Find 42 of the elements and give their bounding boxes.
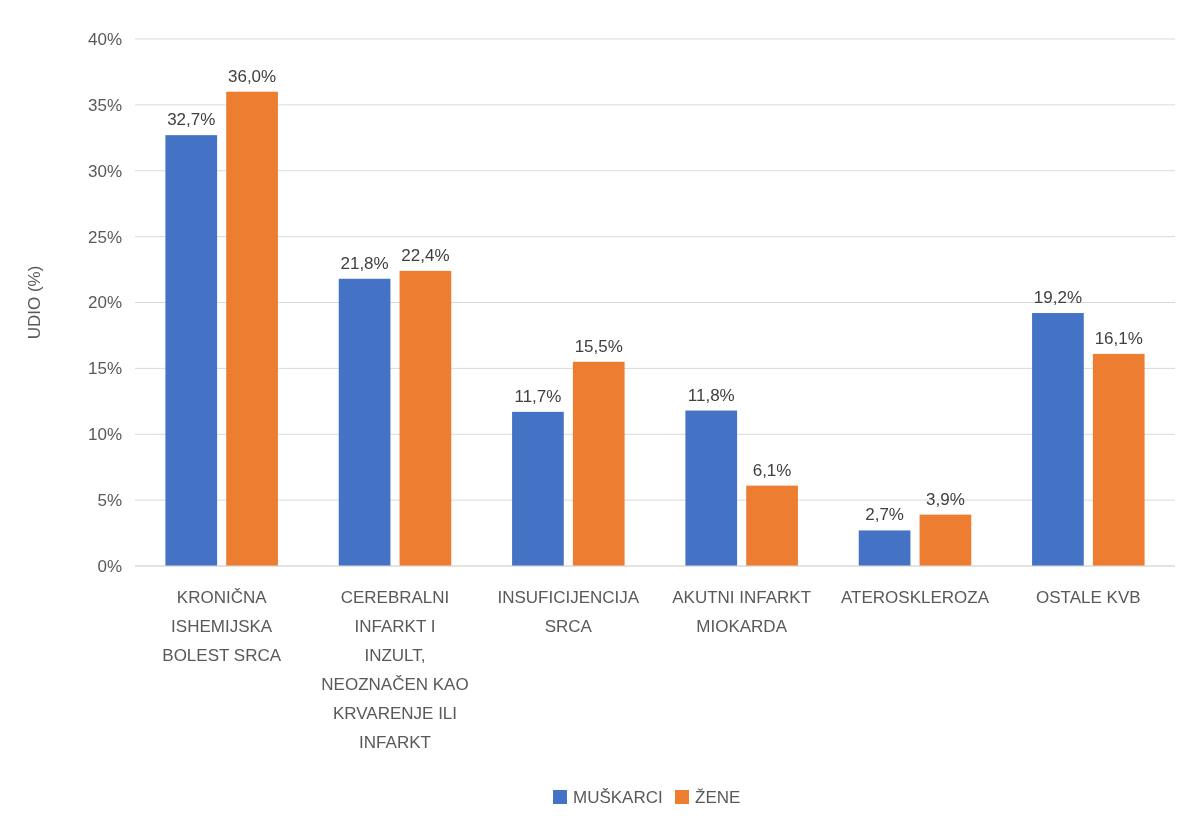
bar <box>858 530 911 566</box>
data-label: 15,5% <box>574 336 623 356</box>
x-tick-label: CEREBRALNI INFARKT I INZULT, NEOZNAČEN KAO KRVARENJE ILI INFARKT <box>321 588 469 752</box>
bar <box>226 91 278 566</box>
bar <box>1092 353 1145 566</box>
y-tick-label: 35% <box>87 95 122 115</box>
bar <box>512 411 564 566</box>
data-label: 16,1% <box>1094 328 1143 348</box>
data-label: 32,7% <box>167 110 216 130</box>
bar <box>1032 313 1084 566</box>
legend-label: MUŠKARCI <box>573 787 663 807</box>
bar <box>919 514 972 566</box>
data-label: 2,7% <box>865 505 904 525</box>
bar <box>399 270 452 566</box>
y-axis-title: UDIO (%) <box>25 265 44 340</box>
y-tick-label: 0% <box>97 556 122 576</box>
bar <box>338 278 391 566</box>
data-label: 11,7% <box>514 386 562 406</box>
legend-label: ŽENE <box>695 787 741 807</box>
data-label: 19,2% <box>1033 288 1083 308</box>
y-tick-label: 40% <box>87 29 122 49</box>
y-tick-label: 25% <box>87 227 122 247</box>
data-label: 3,9% <box>926 489 965 509</box>
data-label: 6,1% <box>752 460 792 480</box>
y-tick-label: 10% <box>87 425 122 445</box>
x-tick-label: OSTALE KVB <box>1036 588 1141 607</box>
x-tick-label: ATEROSKLEROZA <box>841 588 990 607</box>
y-tick-label: 20% <box>87 293 122 313</box>
bar <box>572 361 625 566</box>
data-label: 22,4% <box>401 245 450 265</box>
data-label: 21,8% <box>340 253 389 273</box>
x-tick-label: INSUFICIJENCIJA SRCA <box>497 588 640 636</box>
x-tick-label: AKUTNI INFARKT MIOKARDA <box>672 588 812 636</box>
bar <box>165 135 218 566</box>
y-tick-label: 15% <box>87 359 122 379</box>
bar <box>746 485 798 566</box>
bar <box>685 410 738 566</box>
y-tick-label: 30% <box>87 161 122 181</box>
y-tick-label: 5% <box>97 491 122 511</box>
data-label: 36,0% <box>227 66 277 86</box>
data-label: 11,8% <box>687 385 735 405</box>
x-tick-label: KRONIČNA ISHEMIJSKA BOLEST SRCA <box>162 588 282 665</box>
